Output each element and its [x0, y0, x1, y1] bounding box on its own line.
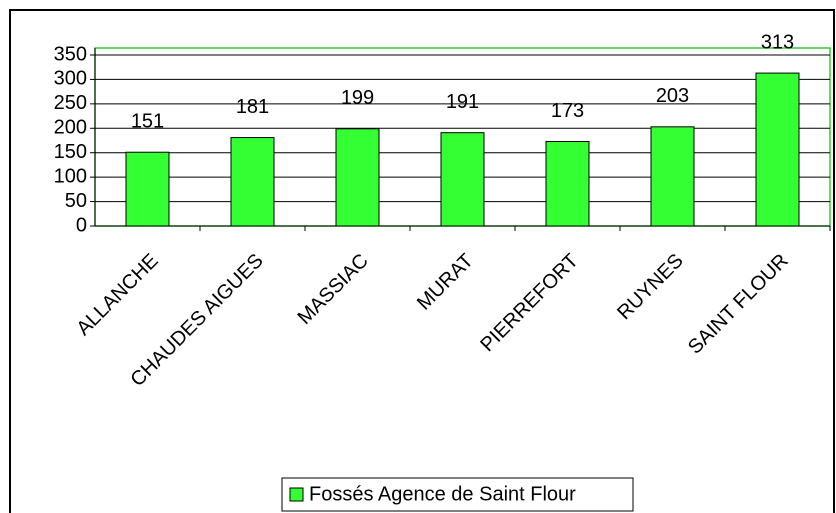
chart-border — [9, 9, 835, 513]
data-label: 203 — [656, 85, 689, 107]
bar — [230, 137, 275, 227]
bar — [335, 128, 380, 227]
bar — [440, 132, 485, 227]
legend-label: Fossés Agence de Saint Flour — [309, 483, 576, 505]
legend-swatch — [289, 487, 304, 502]
bar — [125, 151, 170, 227]
data-label: 173 — [551, 100, 584, 122]
bar — [650, 126, 695, 227]
y-tick-label: 150 — [54, 141, 87, 163]
data-label: 151 — [131, 111, 164, 133]
data-label: 181 — [236, 96, 269, 118]
data-label: 199 — [341, 87, 374, 109]
y-tick-label: 0 — [76, 214, 87, 236]
data-label: 313 — [761, 31, 794, 53]
data-label: 191 — [446, 91, 479, 113]
legend-box — [281, 477, 634, 512]
y-tick-label: 300 — [54, 68, 87, 90]
bar — [755, 72, 800, 227]
y-tick-label: 350 — [54, 43, 87, 65]
y-tick-label: 250 — [54, 92, 87, 114]
y-tick-label: 200 — [54, 117, 87, 139]
bar — [545, 140, 590, 227]
y-tick-label: 100 — [54, 165, 87, 187]
y-tick-label: 50 — [65, 190, 87, 212]
